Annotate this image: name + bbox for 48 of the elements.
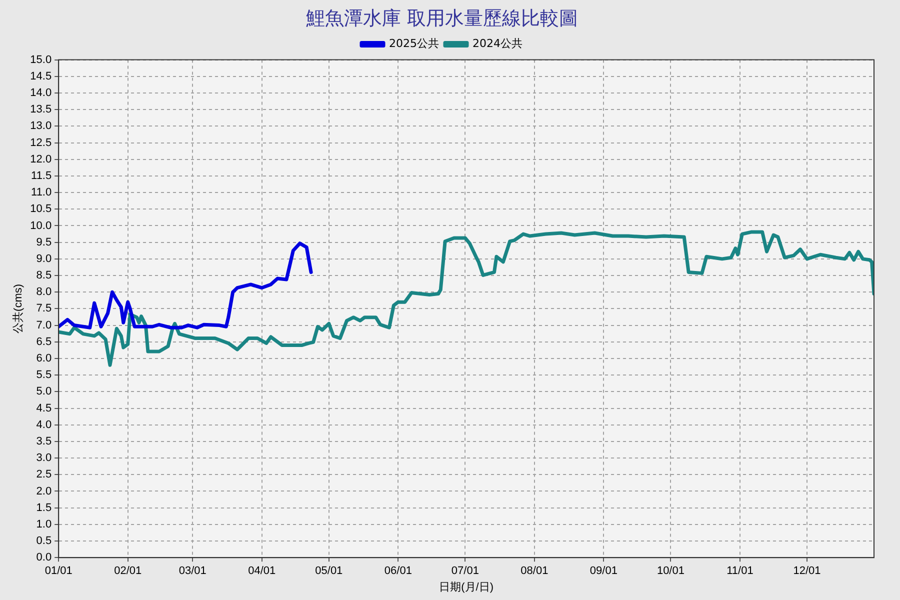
y-tick-label: 2.5 [36, 468, 52, 481]
y-tick-label: 6.5 [36, 336, 52, 348]
y-tick-label: 7.0 [36, 319, 52, 332]
x-tick-label: 02/01 [114, 565, 142, 578]
y-tick-label: 1.0 [36, 518, 52, 530]
y-tick-label: 12.5 [30, 136, 52, 149]
y-tick-label: 8.5 [36, 270, 52, 282]
y-tick-label: 4.5 [36, 402, 52, 414]
x-tick-label: 05/01 [315, 565, 343, 578]
x-tick-label: 10/01 [656, 565, 684, 578]
y-tick-label: 3.0 [36, 452, 52, 464]
y-tick-label: 5.5 [36, 369, 52, 382]
x-tick-label: 08/01 [520, 565, 548, 578]
y-tick-label: 11.5 [31, 170, 52, 182]
x-tick-label: 07/01 [451, 565, 479, 578]
y-tick-label: 3.5 [36, 435, 52, 448]
y-tick-label: 10.0 [30, 220, 52, 232]
x-axis-title: 日期(月/日) [439, 581, 494, 594]
y-tick-label: 13.0 [30, 120, 52, 132]
x-tick-label: 03/01 [178, 565, 206, 578]
y-tick-label: 4.0 [36, 418, 52, 431]
x-tick-label: 12/01 [793, 565, 821, 578]
y-tick-label: 6.0 [36, 352, 52, 365]
y-tick-label: 12.0 [30, 153, 52, 166]
y-tick-label: 13.5 [30, 104, 52, 116]
x-tick-label: 01/01 [44, 565, 72, 578]
y-tick-label: 15.0 [30, 54, 52, 66]
y-tick-label: 0.0 [36, 552, 52, 564]
y-tick-label: 9.0 [36, 252, 52, 265]
y-tick-label: 14.0 [30, 87, 52, 100]
y-tick-label: 0.5 [36, 535, 52, 548]
y-tick-label: 1.5 [36, 502, 52, 514]
x-tick-label: 04/01 [248, 565, 276, 578]
y-tick-label: 2.0 [36, 485, 52, 498]
y-tick-label: 7.5 [36, 302, 52, 315]
y-tick-label: 10.5 [30, 203, 52, 216]
y-tick-label: 14.5 [30, 70, 52, 82]
legend-label: 2024公共 [472, 37, 522, 50]
chart-title: 鯉魚潭水庫 取用水量歷線比較圖 [306, 7, 578, 30]
legend-label: 2025公共 [389, 37, 440, 50]
x-tick-label: 11/01 [726, 565, 754, 578]
y-axis-title: 公共(cms) [12, 284, 25, 334]
y-tick-label: 8.0 [36, 286, 52, 298]
y-tick-label: 11.0 [31, 186, 52, 199]
x-tick-label: 06/01 [384, 565, 412, 578]
x-tick-label: 09/01 [590, 565, 618, 578]
y-tick-label: 5.0 [36, 386, 52, 398]
y-tick-label: 9.5 [36, 236, 52, 248]
